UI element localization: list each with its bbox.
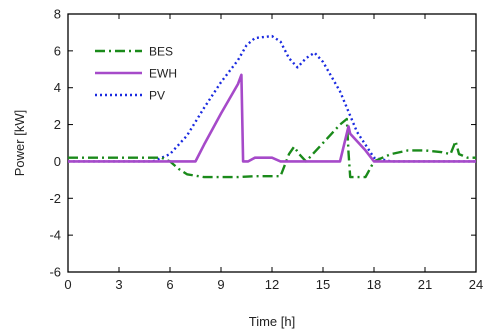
legend-label-pv: PV (149, 89, 165, 103)
x-tick-label: 3 (115, 277, 122, 292)
y-axis: -6 -4 -2 0 2 4 6 8 (49, 7, 476, 280)
plot-frame (67, 13, 477, 273)
x-tick-label: 9 (217, 277, 224, 292)
x-axis: 0 3 6 9 12 15 18 21 24 (64, 14, 483, 292)
legend-label-bes: BES (149, 45, 173, 59)
series-line-ewh (68, 73, 476, 163)
x-tick-label: 6 (166, 277, 173, 292)
y-tick-label: 2 (54, 117, 61, 132)
y-tick-label: -2 (49, 191, 61, 206)
y-tick-label: 6 (54, 43, 61, 58)
x-tick-label: 21 (418, 277, 432, 292)
y-tick-label: 0 (54, 154, 61, 169)
x-tick-label: 15 (316, 277, 330, 292)
x-tick-label: 18 (367, 277, 381, 292)
x-tick-label: 0 (64, 277, 71, 292)
y-tick-label: 4 (54, 80, 61, 95)
y-tick-label: 8 (54, 7, 61, 22)
y-tick-label: -6 (49, 265, 61, 280)
x-tick-label: 12 (265, 277, 279, 292)
legend: BES EWH PV (95, 45, 177, 103)
y-tick-label: -4 (49, 228, 61, 243)
legend-label-ewh: EWH (149, 67, 177, 81)
x-axis-title: Time [h] (249, 314, 295, 329)
y-axis-title: Power [kW] (12, 110, 27, 176)
x-tick-label: 24 (469, 277, 483, 292)
series-layer (68, 34, 476, 179)
series-line-pv (68, 34, 476, 163)
plot-border (67, 13, 477, 273)
series-line-bes (68, 117, 476, 179)
